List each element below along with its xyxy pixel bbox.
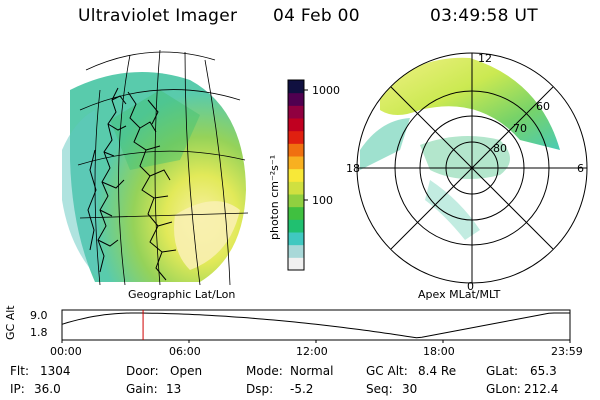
- seq-value: 30: [402, 382, 418, 396]
- time-tick-1: 06:00: [169, 345, 201, 358]
- polar-grid: [356, 52, 588, 284]
- door-value: Open: [170, 364, 203, 378]
- colorbar-tick-100: 100: [312, 194, 333, 207]
- instrument-title: Ultraviolet Imager: [78, 6, 238, 26]
- mlt-6-label: 6: [577, 162, 584, 175]
- lat-70-label: 70: [513, 122, 527, 135]
- mode-value: Normal: [290, 364, 334, 378]
- mlt-12-label: 12: [478, 52, 492, 65]
- colorbar-stripe: [288, 244, 304, 258]
- geographic-label: Geographic Lat/Lon: [128, 288, 235, 301]
- lat-80-label: 80: [493, 142, 507, 155]
- colorbar-stripe: [288, 168, 304, 182]
- colorbar-tick-1000: 1000: [312, 84, 340, 97]
- gc-alt-value: 8.4 Re: [418, 364, 457, 378]
- altitude-y-top: 9.0: [30, 309, 48, 322]
- gc-alt-label: GC Alt:: [366, 364, 408, 378]
- time-axis-ticks: [61, 340, 571, 343]
- flight-label: Flt:: [10, 364, 29, 378]
- dsp-label: Dsp:: [246, 382, 274, 396]
- glon-value: 212.4: [524, 382, 559, 396]
- colorbar-unit-label: photon cm⁻²s⁻¹: [268, 155, 281, 240]
- altitude-curve: [61, 312, 570, 339]
- altitude-y-bottom: 1.8: [30, 326, 48, 339]
- door-label: Door:: [126, 364, 159, 378]
- geographic-grid: [77, 49, 249, 286]
- date-label: 04 Feb 00: [273, 6, 360, 26]
- glat-value: 65.3: [530, 364, 557, 378]
- colorbar-stripe: [288, 219, 304, 233]
- dsp-value: -5.2: [290, 382, 314, 396]
- flight-value: 1304: [40, 364, 71, 378]
- colorbar-stripe: [288, 206, 304, 220]
- time-label: 03:49:58 UT: [430, 6, 538, 26]
- seq-label: Seq:: [366, 382, 393, 396]
- colorbar: [287, 79, 308, 271]
- altitude-plot: [61, 309, 571, 343]
- time-tick-2: 12:00: [296, 345, 328, 358]
- glon-label: GLon:: [486, 382, 521, 396]
- colorbar-stripe: [288, 143, 304, 157]
- colorbar-stripe: [288, 257, 304, 271]
- colorbar-stripe: [288, 232, 304, 246]
- ip-label: IP:: [10, 382, 25, 396]
- coastline-map: [87, 87, 177, 281]
- ip-value: 36.0: [34, 382, 61, 396]
- gain-label: Gain:: [126, 382, 158, 396]
- colorbar-stripe: [288, 105, 304, 119]
- colorbar-stripe: [288, 181, 304, 195]
- lat-60-label: 60: [536, 100, 550, 113]
- colorbar-stripe: [288, 92, 304, 106]
- geographic-image: [62, 72, 246, 282]
- colorbar-stripe: [288, 194, 304, 208]
- altitude-ylabel: GC Alt: [4, 305, 17, 340]
- colorbar-stripe: [288, 118, 304, 132]
- colorbar-stripe: [288, 130, 304, 144]
- mode-label: Mode:: [246, 364, 283, 378]
- glat-label: GLat:: [486, 364, 519, 378]
- colorbar-stripe: [288, 156, 304, 170]
- time-tick-4: 23:59: [551, 345, 583, 358]
- mlt-0-label: 0: [467, 280, 474, 293]
- apex-label: Apex MLat/MLT: [418, 288, 501, 301]
- gain-value: 13: [166, 382, 182, 396]
- time-tick-3: 18:00: [423, 345, 455, 358]
- colorbar-stripes: [288, 80, 304, 271]
- mlt-18-label: 18: [346, 162, 360, 175]
- colorbar-stripe: [288, 80, 304, 94]
- auroral-image: [360, 57, 560, 240]
- time-tick-0: 00:00: [50, 345, 82, 358]
